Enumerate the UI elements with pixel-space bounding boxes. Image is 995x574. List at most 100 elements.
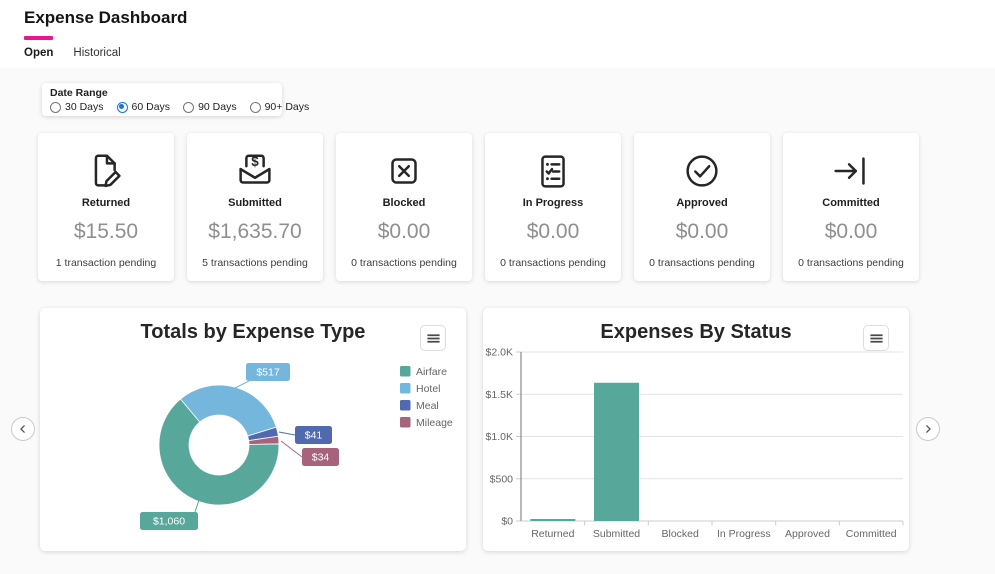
data-label-value: $517 <box>256 367 280 379</box>
date-range-panel: Date Range 30 Days 60 Days 90 Days 90+ Days <box>42 83 309 116</box>
tab-bar: Open Historical <box>24 33 121 61</box>
date-range-options: 30 Days 60 Days 90 Days 90+ Days <box>50 101 309 113</box>
pie-slice-hotel[interactable] <box>179 384 277 437</box>
bar-chart-title: Expenses By Status <box>600 321 792 343</box>
x-category-label: Blocked <box>661 528 699 540</box>
data-label-value: $41 <box>305 430 323 442</box>
y-tick-label: $500 <box>490 473 514 485</box>
date-range-option-90-days[interactable]: 90+ Days <box>249 101 310 113</box>
carousel-next-button[interactable] <box>916 417 940 441</box>
data-label-connector <box>280 440 303 458</box>
card-amount: $0.00 <box>675 220 729 243</box>
tab-historical[interactable]: Historical <box>73 33 120 61</box>
data-label-box-airfare <box>140 512 198 530</box>
card-amount: $0.00 <box>824 220 878 243</box>
bar-submitted[interactable] <box>594 382 639 521</box>
chart-menu-button[interactable] <box>863 325 889 351</box>
date-range-option-60-days[interactable]: 60 Days <box>116 101 171 113</box>
donut-chart: $517 $41 $34 $1,060 Airfare Hotel Meal Mileage <box>140 363 453 530</box>
legend-swatch <box>400 400 411 411</box>
summary-card-submitted[interactable]: $ Submitted $1,635.70 5 transactions pendin… <box>187 133 323 281</box>
radio-button-selected[interactable] <box>116 101 128 113</box>
summary-card-blocked[interactable]: Blocked $0.00 0 transactions pending <box>336 133 472 281</box>
legend-label: Airfare <box>416 366 447 378</box>
data-label-value: $34 <box>312 452 330 464</box>
card-amount: $0.00 <box>526 220 580 243</box>
date-range-option-90-days[interactable]: 90 Days <box>183 101 237 113</box>
bar-chart-card: $0 $500 $1.0K $1.5K $2.0K Returned Submitted Bl… <box>483 308 909 551</box>
legend-swatch <box>400 383 411 394</box>
page-title: Expense Dashboard <box>24 8 188 27</box>
card-transactions-caption: 1 transaction pending <box>55 257 157 269</box>
radio-label: 90 Days <box>198 101 237 113</box>
bar-returned[interactable] <box>530 519 576 521</box>
carousel-prev-button[interactable] <box>11 417 35 441</box>
svg-text:$: $ <box>251 154 259 169</box>
legend-swatch <box>400 366 411 377</box>
date-range-label: Date Range <box>50 87 108 99</box>
pie-slice-airfare[interactable] <box>158 398 280 506</box>
summary-card-in-progress[interactable]: In Progress $0.00 0 transactions pending <box>485 133 621 281</box>
summary-card-returned[interactable]: Returned $15.50 1 transaction pending <box>38 133 174 281</box>
summary-card-committed[interactable]: Committed $0.00 0 transactions pending <box>783 133 919 281</box>
legend-item-meal[interactable]: Meal <box>400 400 439 412</box>
dashboard-content: Date Range 30 Days 60 Days 90 Days 90+ Days… <box>0 68 995 574</box>
card-transactions-caption: 0 transactions pending <box>798 257 904 269</box>
data-label-box-mileage <box>302 448 339 466</box>
checklist-icon <box>530 149 576 195</box>
card-status-label: Submitted <box>228 197 282 209</box>
radio-label: 30 Days <box>65 101 104 113</box>
radio-button[interactable] <box>249 101 261 113</box>
legend-swatch <box>400 417 411 428</box>
data-label-connector <box>234 380 250 389</box>
tab-label: Historical <box>73 47 121 59</box>
card-status-label: Committed <box>822 197 880 209</box>
bar-chart: $0 $500 $1.0K $1.5K $2.0K Returned Submitted Bl… <box>486 347 904 540</box>
card-status-label: Approved <box>676 197 728 209</box>
legend-label: Hotel <box>416 383 441 395</box>
y-tick-label: $0 <box>501 516 513 528</box>
legend-item-airfare[interactable]: Airfare <box>400 366 447 378</box>
active-tab-indicator <box>24 36 54 40</box>
x-category-label: Submitted <box>593 528 640 540</box>
card-transactions-caption: 0 transactions pending <box>500 257 606 269</box>
arrow-to-bar-icon <box>828 149 874 195</box>
pie-chart-title: Totals by Expense Type <box>140 321 366 343</box>
radio-label: 60 Days <box>131 101 171 113</box>
card-amount: $1,635.70 <box>208 220 302 243</box>
card-status-label: Returned <box>81 197 131 209</box>
radio-button[interactable] <box>183 101 195 113</box>
x-category-label: Committed <box>846 528 897 540</box>
radio-button[interactable] <box>50 101 61 113</box>
card-amount: $15.50 <box>73 220 139 243</box>
x-category-label: Approved <box>785 528 830 540</box>
x-category-label: In Progress <box>717 528 771 540</box>
y-tick-label: $2.0K <box>486 347 513 359</box>
summary-card-approved[interactable]: Approved $0.00 0 transactions pending <box>634 133 770 281</box>
x-category-label: Returned <box>531 528 574 540</box>
tab-open[interactable]: Open <box>24 33 54 61</box>
document-edit-icon <box>83 149 129 195</box>
card-amount: $0.00 <box>377 220 431 243</box>
envelope-dollar-icon: $ <box>232 149 278 195</box>
data-label-value: $1,060 <box>153 516 185 528</box>
pie-chart-card: $517 $41 $34 $1,060 Airfare Hotel Meal Mileage … <box>40 308 466 551</box>
data-label-box-hotel <box>246 363 290 381</box>
legend-item-mileage[interactable]: Mileage <box>400 417 453 429</box>
card-transactions-caption: 0 transactions pending <box>649 257 755 269</box>
card-transactions-caption: 0 transactions pending <box>351 257 457 269</box>
legend-item-hotel[interactable]: Hotel <box>400 383 441 395</box>
card-transactions-caption: 5 transactions pending <box>202 257 308 269</box>
radio-label: 90+ Days <box>264 101 310 113</box>
summary-cards-row: Returned $15.50 1 transaction pending $ Subm… <box>38 133 919 281</box>
x-square-icon <box>381 149 427 195</box>
legend-label: Mileage <box>416 417 453 429</box>
card-status-label: Blocked <box>382 197 426 209</box>
date-range-option-30-days[interactable]: 30 Days <box>50 101 104 113</box>
check-circle-icon <box>679 149 725 195</box>
data-label-connector <box>278 431 296 436</box>
y-tick-label: $1.0K <box>486 431 513 443</box>
chart-menu-button[interactable] <box>420 325 446 351</box>
data-label-box-meal <box>295 426 332 444</box>
